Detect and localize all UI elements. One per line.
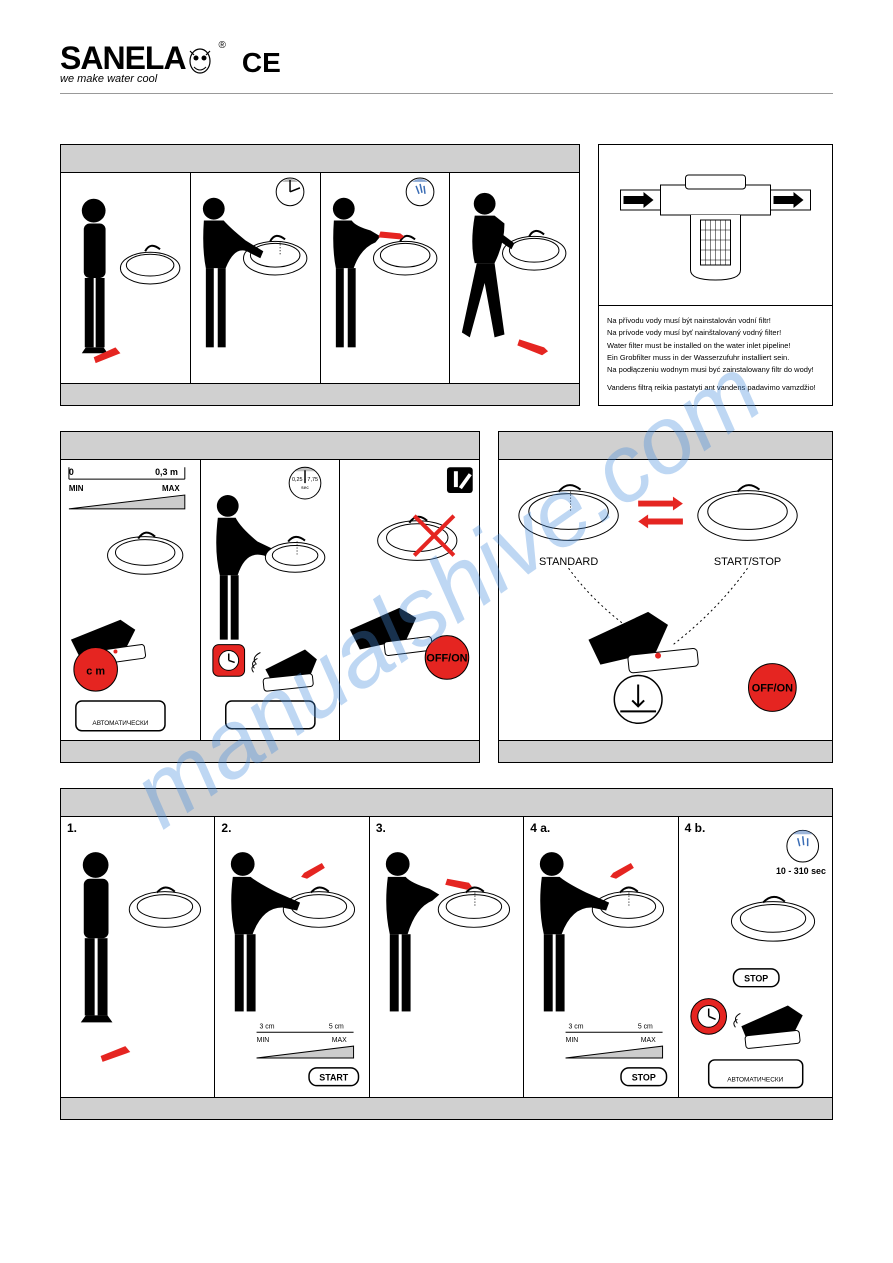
startstop-step-3: 3. bbox=[370, 817, 524, 1097]
setting-distance: 0 0,3 m MIN MAX bbox=[61, 460, 201, 740]
startstop-step-1: 1. bbox=[61, 817, 215, 1097]
svg-text:MAX: MAX bbox=[641, 1037, 656, 1044]
arrow-remove-icon bbox=[378, 231, 404, 239]
svg-text:MAX: MAX bbox=[332, 1037, 347, 1044]
svg-text:АВТОМАТИЧЕСКИ: АВТОМАТИЧЕСКИ bbox=[727, 1077, 783, 1084]
svg-text:10 - 310 sec: 10 - 310 sec bbox=[776, 866, 826, 876]
svg-text:АВТОМАТИЧЕСКИ: АВТОМАТИЧЕСКИ bbox=[92, 720, 148, 727]
svg-text:START/STOP: START/STOP bbox=[714, 556, 781, 568]
raccoon-icon bbox=[186, 43, 214, 77]
mode-panel: STANDARD START/STOP bbox=[498, 431, 833, 763]
svg-text:0,3 m: 0,3 m bbox=[155, 467, 178, 477]
usage-sequence-panel bbox=[60, 144, 580, 406]
svg-text:OFF/ON: OFF/ON bbox=[427, 652, 468, 664]
svg-text:MAX: MAX bbox=[162, 484, 180, 493]
setting-offon: OFF/ON bbox=[340, 460, 479, 740]
svg-text:5 cm: 5 cm bbox=[638, 1023, 653, 1030]
svg-text:OFF/ON: OFF/ON bbox=[752, 682, 793, 694]
filter-notes: Na přívodu vody musí být nainstalován vo… bbox=[599, 306, 832, 405]
filter-note: Na podłączeniu wodnym musi być zainstalo… bbox=[607, 365, 824, 375]
startstop-step-4b: 4 b. 10 - 310 sec STOP bbox=[679, 817, 832, 1097]
startstop-step-4a: 4 a. 3 cm 5 cm MIN bbox=[524, 817, 678, 1097]
svg-text:3 cm: 3 cm bbox=[260, 1023, 275, 1030]
svg-text:sec: sec bbox=[301, 486, 309, 491]
arrow-leave-icon bbox=[518, 339, 549, 355]
svg-text:3 cm: 3 cm bbox=[569, 1023, 584, 1030]
step-leave bbox=[450, 173, 579, 383]
startstop-sequence-panel: 1. 2. bbox=[60, 788, 833, 1120]
startstop-step-2: 2. 3 cm 5 cm MI bbox=[215, 817, 369, 1097]
filter-note: Vandens filtrą reikia pastatyti ant vand… bbox=[607, 383, 824, 393]
svg-text:c m: c m bbox=[86, 665, 105, 677]
svg-text:MIN: MIN bbox=[69, 484, 84, 493]
brand-name: SANELA bbox=[60, 40, 186, 76]
page-header: SANELA ® we make water cool C​E bbox=[60, 40, 833, 94]
step-remove bbox=[321, 173, 451, 383]
water-filter-icon bbox=[607, 160, 824, 290]
filter-panel: Na přívodu vody musí být nainstalován vo… bbox=[598, 144, 833, 406]
settings-panel: 0 0,3 m MIN MAX bbox=[60, 431, 480, 763]
svg-text:STOP: STOP bbox=[632, 1073, 656, 1083]
svg-text:5 cm: 5 cm bbox=[329, 1023, 344, 1030]
filter-note: Na prívode vody musí byť nainštalovaný v… bbox=[607, 328, 824, 338]
svg-text:MIN: MIN bbox=[566, 1037, 579, 1044]
filter-note: Water filter must be installed on the wa… bbox=[607, 341, 824, 351]
svg-text:0: 0 bbox=[69, 467, 74, 477]
svg-text:STANDARD: STANDARD bbox=[539, 556, 598, 568]
step-approach bbox=[61, 173, 191, 383]
svg-text:STOP: STOP bbox=[744, 974, 768, 984]
brand-logo: SANELA ® we make water cool bbox=[60, 40, 226, 85]
filter-note: Ein Grobfilter muss in der Wasserzufuhr … bbox=[607, 353, 824, 363]
ce-mark: C​E bbox=[242, 47, 281, 79]
svg-text:MIN: MIN bbox=[257, 1037, 270, 1044]
svg-text:START: START bbox=[320, 1073, 350, 1083]
step-wash bbox=[191, 173, 321, 383]
registered-mark: ® bbox=[218, 40, 225, 51]
filter-note: Na přívodu vody musí být nainstalován vo… bbox=[607, 316, 824, 326]
setting-timer: 0,25 - 7,75 sec bbox=[201, 460, 341, 740]
